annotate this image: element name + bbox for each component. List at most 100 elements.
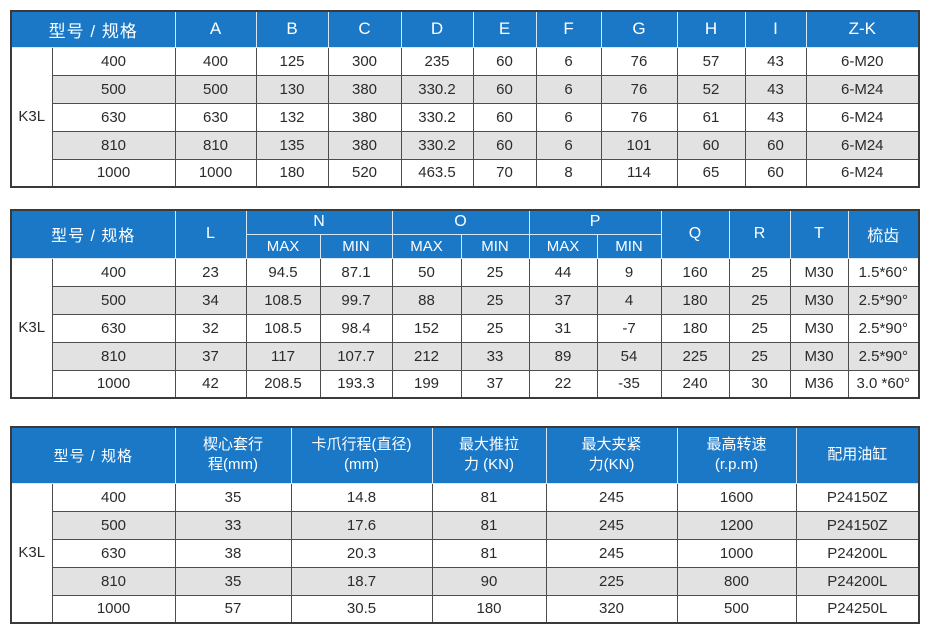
column-header: 卡爪行程(直径) (mm) — [290, 426, 433, 484]
value-cell: 38 — [174, 538, 292, 568]
value-cell: 180 — [431, 594, 547, 624]
value-cell: 125 — [255, 46, 329, 76]
value-cell: 225 — [545, 566, 678, 596]
column-header: E — [472, 10, 537, 48]
value-cell: 25 — [460, 285, 530, 315]
value-cell: 33 — [460, 341, 530, 371]
value-cell: 330.2 — [400, 130, 474, 160]
value-cell: 81 — [431, 538, 547, 568]
table-header-row: 型号 / 规格 A B C D E F G H I Z-K — [10, 10, 920, 48]
column-header: G — [600, 10, 678, 48]
value-cell: 60 — [472, 74, 537, 104]
table-header-row: 型号 / 规格 L N O P Q R T 梳齿 — [10, 209, 920, 259]
column-header: 最大推拉 力 (KN) — [431, 426, 547, 484]
subcolumn-header-max: MAX — [528, 233, 598, 259]
value-cell: 1000 — [174, 158, 257, 188]
model-spec-header: 型号 / 规格 — [10, 209, 176, 259]
header-line: 力(KN) — [588, 456, 635, 474]
column-header: 配用油缸 — [795, 426, 920, 484]
value-cell: 3.0 *60° — [847, 369, 920, 399]
spec-cell: 810 — [51, 130, 176, 160]
value-cell: 130 — [255, 74, 329, 104]
column-header: F — [535, 10, 602, 48]
table-subheader-row: MAX MIN MAX MIN MAX MIN — [11, 233, 919, 259]
value-cell: 8 — [535, 158, 602, 188]
table-row: 630 630 132 380 330.2 60 6 76 61 43 6-M24 — [11, 102, 920, 132]
subcolumn-header-min: MIN — [319, 233, 393, 259]
value-cell: 520 — [327, 158, 402, 188]
value-cell: 6-M24 — [805, 74, 920, 104]
value-cell: 180 — [660, 313, 730, 343]
value-cell: 500 — [174, 74, 257, 104]
value-cell: 9 — [596, 257, 662, 287]
table-row: 1000 42 208.5 193.3 199 37 22 -35 240 30 M36 3.0 *6… — [11, 369, 920, 399]
value-cell: 380 — [327, 74, 402, 104]
value-cell: 6-M24 — [805, 158, 920, 188]
value-cell: 114 — [600, 158, 678, 188]
model-spec-header: 型号 / 规格 — [10, 10, 176, 48]
value-cell: 6 — [535, 46, 602, 76]
value-cell: 25 — [460, 257, 530, 287]
spec-cell: 1000 — [51, 369, 176, 399]
column-header: 梳齿 — [847, 209, 920, 259]
value-cell: 61 — [676, 102, 746, 132]
value-cell: 25 — [728, 313, 791, 343]
value-cell: M30 — [789, 285, 849, 315]
value-cell: 199 — [391, 369, 462, 399]
table-row: 810 810 135 380 330.2 60 6 101 60 60 6-M24 — [11, 130, 920, 160]
column-header: L — [174, 209, 247, 259]
table-row: 1000 1000 180 520 463.5 70 8 114 65 60 6-M24 — [11, 158, 920, 188]
value-cell: 70 — [472, 158, 537, 188]
group-header-p: P — [528, 209, 662, 235]
table-row: 500 500 130 380 330.2 60 6 76 52 43 6-M24 — [11, 74, 920, 104]
value-cell: 107.7 — [319, 341, 393, 371]
value-cell: 463.5 — [400, 158, 474, 188]
value-cell: 60 — [472, 130, 537, 160]
value-cell: 380 — [327, 102, 402, 132]
value-cell: 330.2 — [400, 74, 474, 104]
spec-cell: 810 — [51, 566, 176, 596]
value-cell: 43 — [744, 74, 807, 104]
value-cell: 22 — [528, 369, 598, 399]
value-cell: M30 — [789, 341, 849, 371]
column-header: H — [676, 10, 746, 48]
value-cell: 1.5*60° — [847, 257, 920, 287]
value-cell: 76 — [600, 46, 678, 76]
value-cell: 2.5*90° — [847, 313, 920, 343]
spec-cell: 1000 — [51, 158, 176, 188]
value-cell: 1600 — [676, 482, 797, 512]
spec-cell: 630 — [51, 313, 176, 343]
header-line: 卡爪行程(直径) — [311, 436, 412, 454]
value-cell: P24150Z — [795, 510, 920, 540]
value-cell: 60 — [472, 102, 537, 132]
column-header: Z-K — [805, 10, 920, 48]
value-cell: 35 — [174, 482, 292, 512]
value-cell: 65 — [676, 158, 746, 188]
value-cell: 245 — [545, 538, 678, 568]
value-cell: 34 — [174, 285, 247, 315]
column-header: B — [255, 10, 329, 48]
value-cell: -7 — [596, 313, 662, 343]
spec-cell: 500 — [51, 285, 176, 315]
value-cell: 30.5 — [290, 594, 433, 624]
column-header: I — [744, 10, 807, 48]
spec-cell: 400 — [51, 257, 176, 287]
value-cell: 180 — [255, 158, 329, 188]
value-cell: 25 — [728, 341, 791, 371]
table-row: 630 32 108.5 98.4 152 25 31 -7 180 25 M30 2.5*90° — [11, 313, 920, 343]
value-cell: 225 — [660, 341, 730, 371]
value-cell: 35 — [174, 566, 292, 596]
value-cell: 89 — [528, 341, 598, 371]
column-header: Q — [660, 209, 730, 259]
column-header: 最大夹紧 力(KN) — [545, 426, 678, 484]
value-cell: P24150Z — [795, 482, 920, 512]
model-cell: K3L — [10, 257, 53, 399]
value-cell: 32 — [174, 313, 247, 343]
value-cell: M36 — [789, 369, 849, 399]
spec-cell: 630 — [51, 538, 176, 568]
value-cell: 300 — [327, 46, 402, 76]
value-cell: 25 — [728, 257, 791, 287]
value-cell: 23 — [174, 257, 247, 287]
value-cell: 330.2 — [400, 102, 474, 132]
value-cell: 99.7 — [319, 285, 393, 315]
